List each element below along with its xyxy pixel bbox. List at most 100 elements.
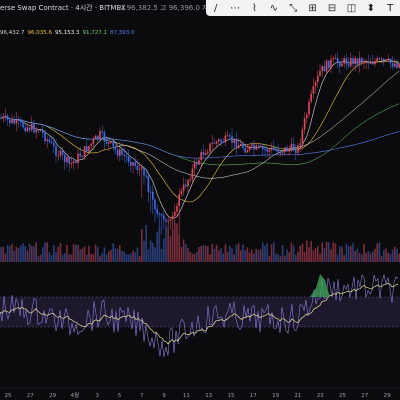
volume-bar — [317, 245, 319, 262]
candle-body — [242, 143, 244, 149]
volume-bar — [237, 243, 240, 262]
candle-body — [319, 70, 321, 76]
volume-bar — [4, 253, 7, 262]
volume-bar — [116, 248, 119, 262]
candle-body — [378, 58, 381, 60]
candle-body — [372, 62, 374, 65]
volume-bar — [37, 255, 40, 262]
volume-bar — [141, 229, 143, 262]
volume-bar — [24, 245, 26, 262]
candle-body — [35, 130, 37, 133]
settings-icon[interactable]: ◫ — [346, 2, 357, 14]
candle-body — [343, 58, 345, 64]
candle-body — [48, 139, 51, 143]
volume-bar — [231, 248, 233, 262]
candle-body — [290, 143, 293, 149]
candle-body — [59, 150, 62, 156]
candle-body — [266, 149, 268, 152]
volume-bar — [308, 247, 310, 262]
x-axis-label: 15 — [228, 393, 235, 399]
candle-body — [209, 143, 211, 152]
trendline-icon[interactable]: / — [214, 2, 218, 14]
volume-bar — [387, 252, 389, 262]
candle-body — [191, 168, 194, 180]
volume-bar — [160, 248, 163, 262]
pin-icon[interactable]: T — [387, 2, 394, 14]
volume-bar — [42, 247, 44, 262]
candle-body — [72, 161, 75, 164]
candle-body — [26, 127, 29, 132]
candle-body — [339, 62, 341, 67]
volume-bar — [262, 242, 264, 262]
candle-body — [103, 132, 106, 142]
candle-body — [233, 138, 235, 143]
volume-bar — [394, 246, 396, 262]
candle-body — [83, 146, 86, 156]
text-icon[interactable]: ⊞ — [308, 2, 317, 14]
volume-bar — [244, 250, 246, 262]
volume-bar — [0, 247, 2, 262]
volume-bar — [88, 245, 90, 262]
candle-body — [312, 86, 315, 94]
volume-bar — [378, 242, 381, 262]
candle-body — [358, 58, 361, 65]
volume-bar — [209, 254, 211, 262]
measure-icon[interactable]: ⤡ — [289, 2, 298, 14]
candle-body — [189, 179, 191, 181]
x-axis-label: 3 — [95, 393, 99, 399]
candle-body — [101, 131, 103, 133]
volume-bar — [143, 240, 145, 262]
volume-bar — [20, 245, 22, 262]
candle-body — [114, 146, 117, 150]
ma-value-1: 96,035.6 — [27, 30, 53, 36]
candle-body — [134, 162, 136, 166]
volume-bar — [374, 248, 376, 262]
volume-bar — [33, 246, 35, 262]
candle-body — [226, 135, 229, 137]
x-axis-label: 25 — [5, 393, 12, 399]
volume-bar — [319, 253, 321, 262]
volume-bar — [273, 242, 275, 262]
brush-icon[interactable]: ⌇ — [252, 2, 257, 14]
candle-body — [281, 152, 284, 154]
candle-body — [231, 135, 233, 143]
symbol-title[interactable]: erse Swap Contract · 4시간 · BITMEX — [0, 4, 126, 12]
volume-bar — [6, 244, 9, 262]
x-axis-label: 27 — [361, 393, 368, 399]
volume-bar — [312, 250, 315, 262]
volume-bar — [343, 255, 345, 262]
candle-body — [145, 175, 147, 177]
volume-bar — [330, 249, 332, 262]
candle-body — [176, 205, 178, 212]
volume-bar — [31, 245, 33, 262]
fib-icon[interactable]: ⋯ — [230, 2, 241, 14]
candle-body — [6, 115, 9, 120]
volume-bar — [149, 240, 152, 262]
candle-body — [64, 154, 66, 163]
volume-bar — [127, 254, 130, 262]
pattern-icon[interactable]: ∿ — [269, 2, 279, 14]
volume-bar — [259, 249, 262, 262]
volume-bar — [167, 227, 169, 262]
volume-bar — [363, 243, 365, 262]
volume-bar — [352, 243, 354, 262]
candle-body — [39, 130, 42, 132]
candle-body — [33, 123, 35, 133]
drawing-toolbar: / ⋯ ⌇ ∿ ⤡ ⊞ ⊟ ◫ ⬍ T — [206, 0, 400, 16]
candle-body — [323, 66, 326, 72]
volume-bar — [301, 243, 304, 262]
candle-body — [193, 162, 196, 169]
volume-bar — [350, 245, 352, 262]
layout-icon[interactable]: ⊟ — [327, 2, 337, 14]
volume-bar — [385, 248, 387, 262]
volume-bar — [204, 245, 207, 262]
volume-bar — [158, 226, 161, 262]
candle-body — [332, 58, 334, 60]
download-icon[interactable]: ⬍ — [366, 2, 375, 14]
candle-body — [28, 127, 31, 131]
candle-body — [127, 156, 130, 162]
candle-body — [171, 215, 174, 220]
volume-bar — [68, 254, 70, 262]
